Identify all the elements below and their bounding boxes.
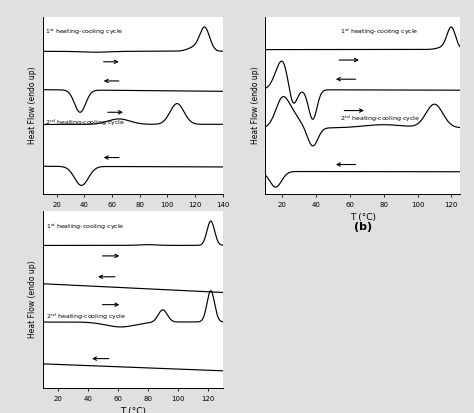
Y-axis label: Heat Flow (endo up): Heat Flow (endo up) [28, 261, 37, 338]
Text: (a): (a) [124, 222, 142, 232]
Text: (b): (b) [354, 222, 372, 232]
Text: 2$^{nd}$ heating-cooling cycle: 2$^{nd}$ heating-cooling cycle [340, 114, 420, 124]
Text: 2$^{nd}$ heating-cooling cycle: 2$^{nd}$ heating-cooling cycle [46, 312, 126, 322]
Y-axis label: Heat Flow (endo up): Heat Flow (endo up) [28, 66, 37, 144]
Text: 1$^{st}$ heating-cooling cycle: 1$^{st}$ heating-cooling cycle [46, 28, 124, 38]
X-axis label: T (°C): T (°C) [120, 407, 146, 413]
Text: 2$^{nd}$ heating-cooling cycle: 2$^{nd}$ heating-cooling cycle [46, 118, 126, 128]
Text: 1$^{st}$ heating-cooling cycle: 1$^{st}$ heating-cooling cycle [46, 222, 124, 232]
Text: 1$^{st}$ heating-cooling cycle: 1$^{st}$ heating-cooling cycle [340, 28, 419, 38]
Y-axis label: Heat Flow (endo up): Heat Flow (endo up) [251, 66, 260, 144]
X-axis label: T (°C): T (°C) [120, 213, 146, 222]
X-axis label: T (°C): T (°C) [350, 213, 375, 222]
